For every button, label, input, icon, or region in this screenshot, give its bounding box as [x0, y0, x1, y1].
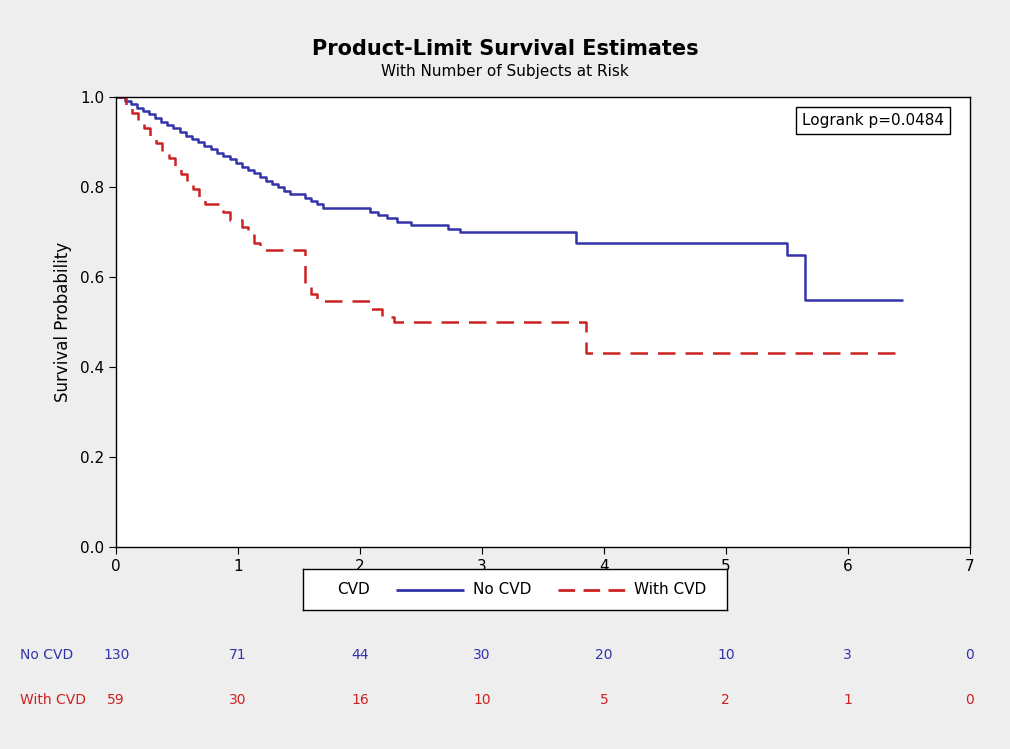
- Text: 130: 130: [103, 649, 129, 662]
- Text: 1: 1: [843, 694, 852, 707]
- Text: 10: 10: [717, 649, 734, 662]
- Text: 20: 20: [595, 649, 613, 662]
- Text: With Number of Subjects at Risk: With Number of Subjects at Risk: [381, 64, 629, 79]
- Text: 5: 5: [600, 694, 608, 707]
- Text: 10: 10: [473, 694, 491, 707]
- X-axis label: time: time: [524, 582, 562, 600]
- Text: With CVD: With CVD: [634, 582, 706, 598]
- Text: 0: 0: [966, 694, 974, 707]
- Text: 44: 44: [351, 649, 369, 662]
- Text: No CVD: No CVD: [20, 649, 74, 662]
- Text: 0: 0: [966, 649, 974, 662]
- Text: With CVD: With CVD: [20, 694, 86, 707]
- Y-axis label: Survival Probability: Survival Probability: [54, 242, 72, 402]
- Text: 30: 30: [473, 649, 491, 662]
- Text: Product-Limit Survival Estimates: Product-Limit Survival Estimates: [312, 39, 698, 58]
- Text: 30: 30: [229, 694, 246, 707]
- Text: Logrank p=0.0484: Logrank p=0.0484: [802, 113, 944, 128]
- Text: No CVD: No CVD: [473, 582, 531, 598]
- Text: 16: 16: [351, 694, 369, 707]
- Text: 2: 2: [721, 694, 730, 707]
- Text: 71: 71: [229, 649, 246, 662]
- Text: CVD: CVD: [337, 582, 370, 598]
- Text: 59: 59: [107, 694, 125, 707]
- Text: 3: 3: [843, 649, 852, 662]
